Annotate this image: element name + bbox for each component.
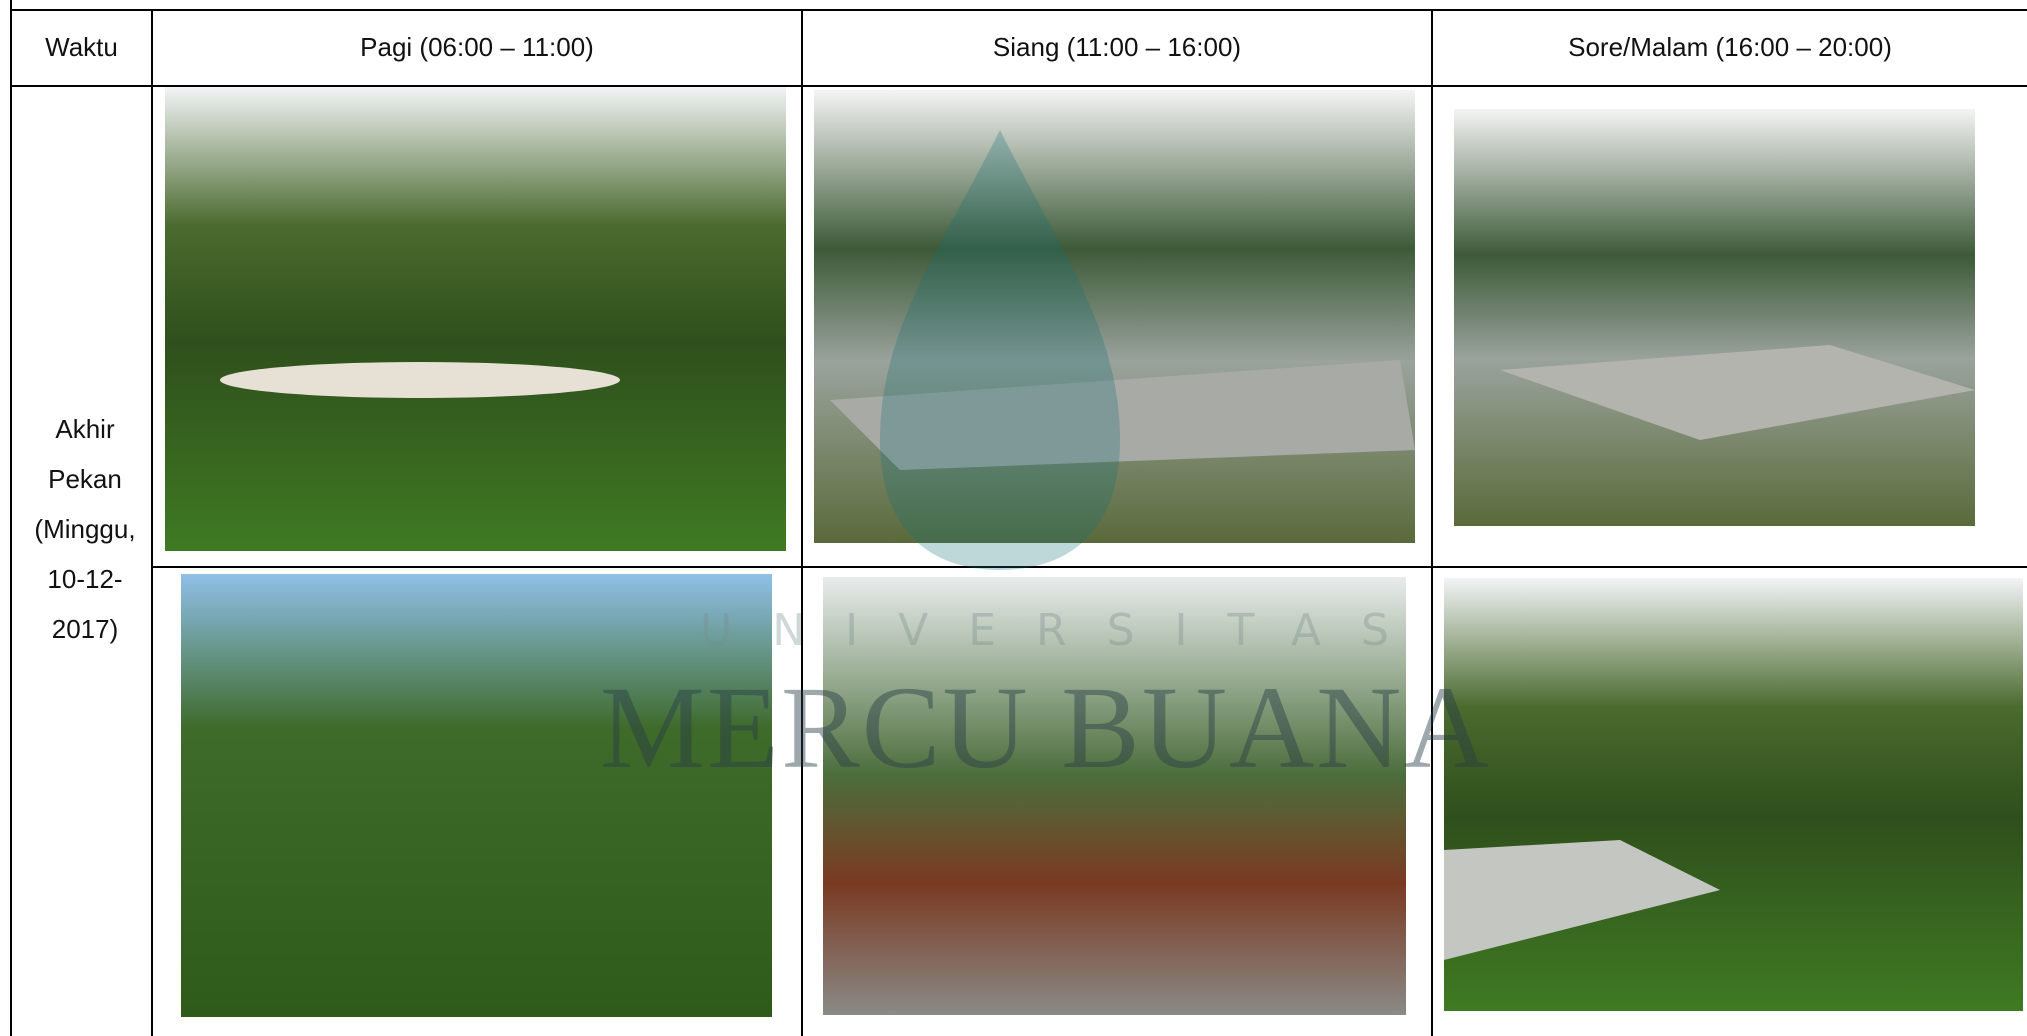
- row-label: Akhir Pekan (Minggu, 10-12-2017): [34, 414, 136, 644]
- photo: [165, 87, 786, 551]
- header-cell: Sore/Malam (16:00 – 20:00): [1568, 31, 1892, 62]
- photo: [1444, 578, 2023, 1011]
- rule: [801, 9, 803, 1036]
- photo: [814, 90, 1415, 543]
- rule: [10, 85, 2027, 87]
- watermark-text: MERCU BUANA: [600, 662, 1491, 793]
- watermark-text: UNIVERSITAS: [700, 605, 1429, 656]
- rule: [10, 0, 12, 1036]
- header-cell: Siang (11:00 – 16:00): [992, 31, 1242, 62]
- rule: [10, 9, 2027, 11]
- photo: [1454, 109, 1975, 526]
- rule: [151, 566, 2027, 568]
- header-cell: Pagi (06:00 – 11:00): [360, 31, 594, 62]
- rule: [1431, 9, 1433, 1036]
- header-cell: Waktu: [45, 31, 118, 62]
- watermark-logo: [880, 130, 1120, 570]
- photo: [181, 574, 772, 1017]
- photo: [823, 577, 1406, 1015]
- rule: [151, 9, 153, 1036]
